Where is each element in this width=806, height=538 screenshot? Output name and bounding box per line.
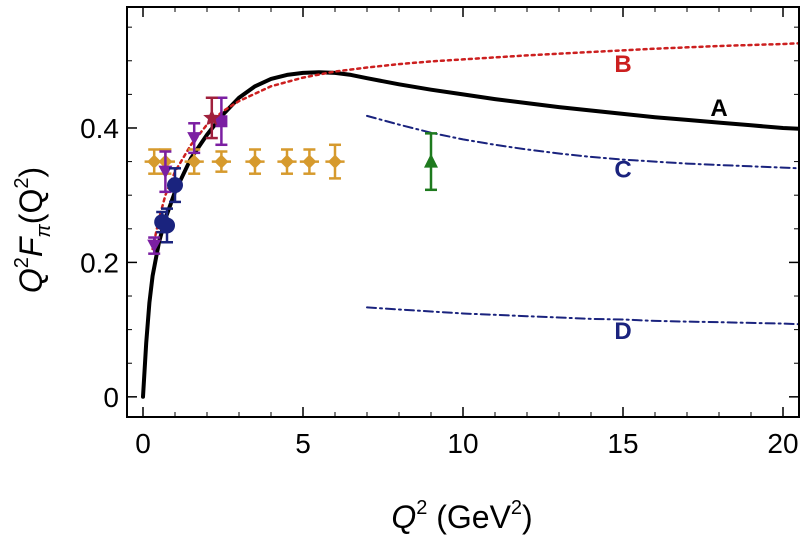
point-set-darkred-stars xyxy=(203,96,221,140)
series-B-line xyxy=(151,42,799,251)
x-axis-label: Q2 (GeV2) xyxy=(391,497,532,535)
data-point xyxy=(215,96,228,147)
marker-circle xyxy=(159,217,175,234)
marker-diamond xyxy=(302,154,317,169)
marker-circle xyxy=(167,177,183,194)
y-tick-label: 0.4 xyxy=(80,113,119,144)
x-tick-label: 10 xyxy=(447,428,478,459)
data-point xyxy=(424,132,438,192)
marker-star xyxy=(203,108,221,126)
x-tick-label: 0 xyxy=(135,428,151,459)
series-D-line xyxy=(366,306,799,326)
data-point xyxy=(147,236,162,255)
x-tick-label: 5 xyxy=(295,428,311,459)
data-point xyxy=(299,148,319,175)
data-point xyxy=(158,150,173,194)
curve-label-B: B xyxy=(614,51,631,78)
marker-diamond xyxy=(147,154,162,169)
marker-diamond xyxy=(328,154,342,169)
curve-label-D: D xyxy=(614,318,631,345)
y-tick-label: 0.2 xyxy=(80,247,119,278)
data-point xyxy=(277,148,297,175)
marker-triangle-down xyxy=(147,239,162,253)
marker-triangle-up xyxy=(424,153,438,168)
curve-label-C: C xyxy=(614,157,631,184)
data-point xyxy=(203,96,221,140)
data-point xyxy=(159,207,175,244)
marker-triangle-down xyxy=(158,165,173,179)
point-set-purple-triangles-down xyxy=(147,122,202,255)
data-point xyxy=(167,167,183,204)
y-axis-label: Q2Fπ(Q2) xyxy=(11,167,55,293)
x-tick-label: 15 xyxy=(607,428,638,459)
data-point xyxy=(325,143,345,180)
y-tick-label: 0 xyxy=(103,382,119,413)
series-A-line xyxy=(141,70,799,399)
marker-square xyxy=(215,115,228,128)
marker-diamond xyxy=(248,154,262,169)
marker-diamond xyxy=(214,154,229,169)
marker-diamond xyxy=(187,154,202,169)
series-C-line xyxy=(366,114,799,170)
point-set-green-triangle-up xyxy=(424,132,438,192)
plot-frame xyxy=(126,6,800,418)
x-tick-label: 20 xyxy=(767,428,798,459)
data-point xyxy=(211,150,231,173)
curve-label-A: A xyxy=(710,95,727,122)
marker-diamond xyxy=(280,154,294,169)
marker-triangle-down xyxy=(187,132,202,146)
point-set-gold-diamonds xyxy=(144,143,345,180)
point-set-navy-circles xyxy=(154,167,183,244)
data-point xyxy=(187,122,202,155)
point-set-purple-squares xyxy=(215,96,228,147)
data-point xyxy=(245,148,265,175)
